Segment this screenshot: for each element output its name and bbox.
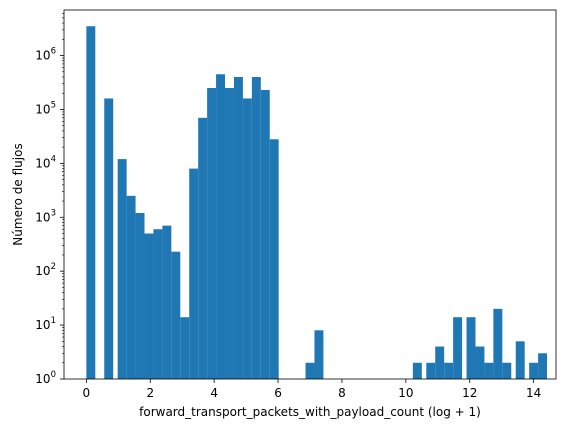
y-axis: 100 101 102 103 104 105 106 bbox=[35, 13, 64, 386]
y-tick-label: 101 bbox=[35, 316, 56, 332]
x-axis-label: forward_transport_packets_with_payload_c… bbox=[139, 405, 481, 419]
histogram-bar bbox=[269, 139, 279, 379]
histogram-bar bbox=[538, 353, 548, 379]
histogram-bar bbox=[117, 159, 127, 379]
bars-group bbox=[86, 26, 548, 380]
x-tick-label: 2 bbox=[146, 386, 154, 400]
x-tick-label: 4 bbox=[210, 386, 218, 400]
histogram-bar bbox=[493, 308, 503, 379]
histogram-bar bbox=[251, 77, 261, 379]
y-tick-label: 104 bbox=[35, 154, 56, 170]
histogram-bar bbox=[153, 229, 163, 379]
histogram-bar bbox=[242, 98, 252, 380]
x-tick-label: 10 bbox=[398, 386, 413, 400]
y-axis-label: Número de flujos bbox=[11, 143, 25, 245]
histogram-bar bbox=[435, 346, 445, 379]
histogram-bar bbox=[216, 74, 226, 380]
histogram-bar bbox=[260, 89, 270, 379]
histogram-bar bbox=[233, 77, 243, 379]
histogram-bar bbox=[426, 362, 436, 379]
histogram-bar bbox=[144, 233, 154, 379]
histogram-bar bbox=[126, 195, 136, 379]
histogram-bar bbox=[86, 26, 96, 379]
histogram-bar bbox=[225, 88, 234, 380]
histogram-bar bbox=[305, 362, 315, 379]
histogram-bar bbox=[135, 213, 145, 379]
plot-frame bbox=[63, 9, 557, 380]
histogram-bar bbox=[314, 330, 324, 379]
y-tick-label: 106 bbox=[35, 47, 56, 63]
histogram-bar bbox=[515, 341, 525, 379]
x-axis: 0 2 4 6 8 10 12 14 bbox=[83, 379, 541, 400]
histogram-bar bbox=[162, 225, 172, 379]
histogram-bar bbox=[412, 362, 422, 379]
y-tick-label: 100 bbox=[35, 370, 56, 386]
x-tick-label: 12 bbox=[462, 386, 477, 400]
histogram-bar bbox=[104, 98, 114, 380]
histogram-bar bbox=[529, 362, 539, 379]
histogram-bar bbox=[171, 251, 181, 379]
histogram-bar bbox=[475, 346, 485, 379]
y-tick-label: 103 bbox=[35, 208, 56, 224]
x-tick-label: 14 bbox=[526, 386, 541, 400]
y-tick-label: 102 bbox=[35, 262, 56, 278]
histogram-bar bbox=[444, 362, 454, 379]
histogram-bar bbox=[502, 362, 512, 379]
x-tick-label: 6 bbox=[274, 386, 282, 400]
histogram-bar bbox=[189, 168, 199, 379]
y-tick-label: 105 bbox=[35, 100, 56, 116]
histogram-bar bbox=[198, 117, 208, 379]
histogram-bar bbox=[180, 317, 190, 379]
histogram-bar bbox=[207, 88, 217, 380]
x-tick-label: 8 bbox=[338, 386, 346, 400]
histogram-bar bbox=[466, 317, 476, 379]
x-tick-label: 0 bbox=[83, 386, 91, 400]
histogram-bar bbox=[453, 317, 463, 379]
histogram-bar bbox=[484, 362, 494, 379]
